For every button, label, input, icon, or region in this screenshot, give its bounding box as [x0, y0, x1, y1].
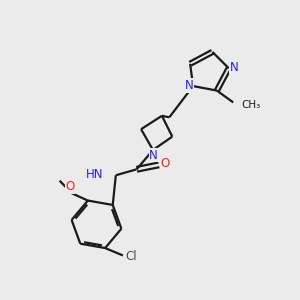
Text: HN: HN — [86, 168, 103, 181]
Text: Cl: Cl — [125, 250, 137, 263]
Text: N: N — [230, 61, 239, 74]
Text: CH₃: CH₃ — [242, 100, 261, 110]
Text: N: N — [149, 149, 158, 162]
Text: O: O — [161, 157, 170, 170]
Text: N: N — [185, 79, 194, 92]
Text: O: O — [65, 180, 75, 193]
